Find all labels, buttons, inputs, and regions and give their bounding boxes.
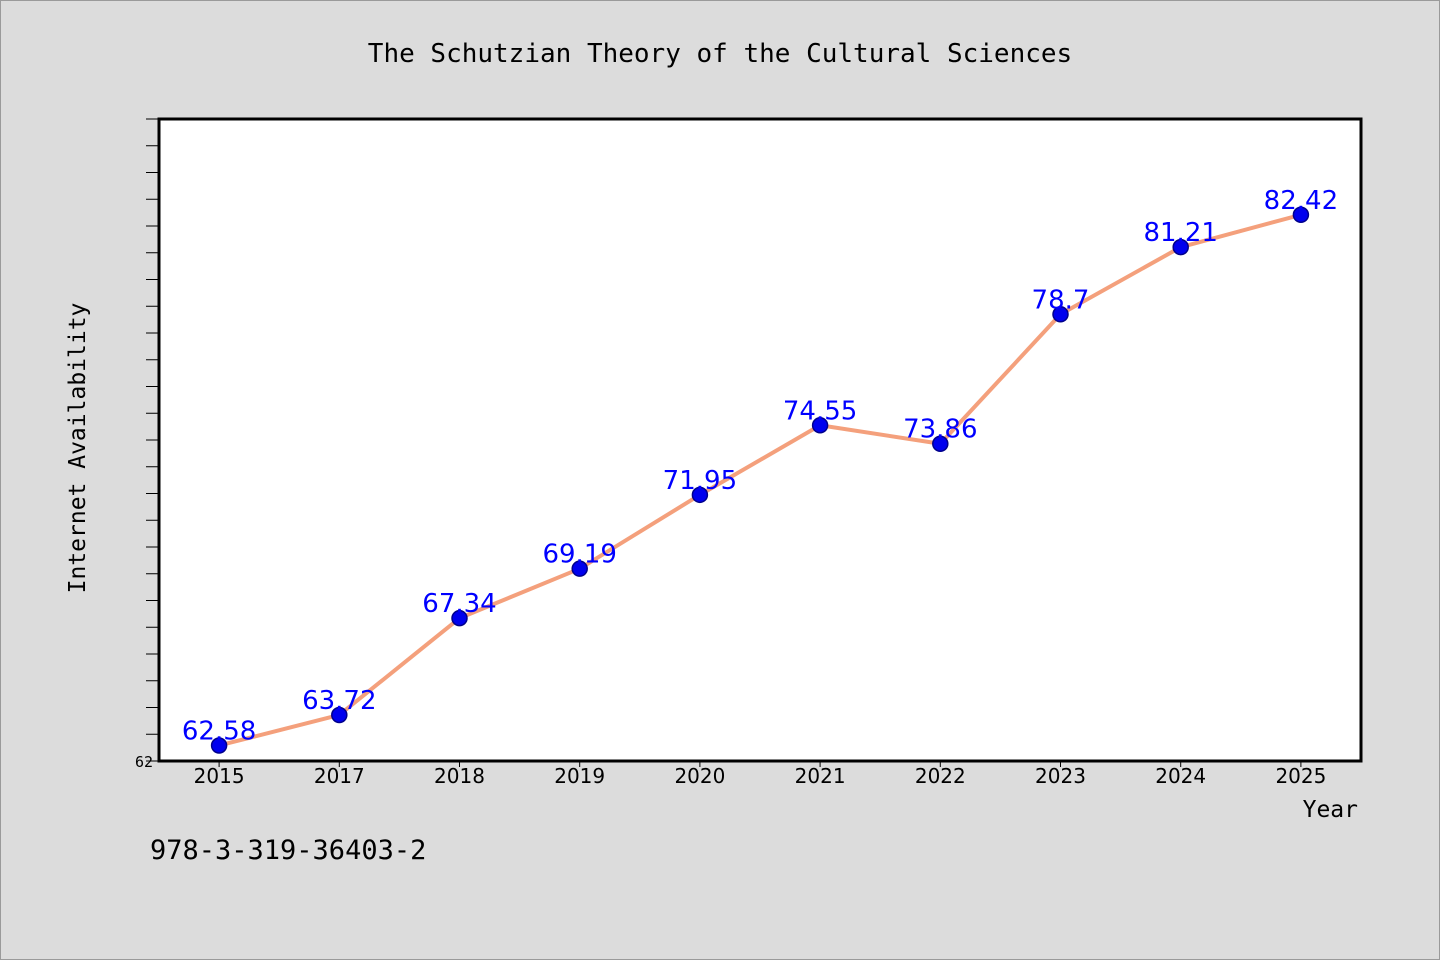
data-label: 62.58 <box>182 716 256 746</box>
x-tick-label: 2024 <box>1155 764 1206 788</box>
isbn-code: 978-3-319-36403-2 <box>150 835 427 866</box>
x-tick-label: 2019 <box>554 764 605 788</box>
x-axis-ticks: 2015 2017 2018 2019 2020 2021 2022 2023 2024 2025 <box>194 761 1326 788</box>
x-tick-label: 2025 <box>1275 764 1326 788</box>
plot-area <box>157 117 1363 763</box>
data-point <box>571 560 588 577</box>
x-tick-label: 2017 <box>314 764 365 788</box>
data-label: 71.95 <box>663 466 737 496</box>
y-tick-label: 62 <box>135 753 153 771</box>
data-label: 82.42 <box>1264 186 1338 216</box>
data-label: 67.34 <box>422 589 496 619</box>
x-tick-label: 2015 <box>194 764 245 788</box>
data-label: 73.86 <box>903 415 977 445</box>
y-axis-label: Internet Availability <box>65 303 91 594</box>
data-point <box>1172 238 1189 256</box>
data-point <box>811 417 829 434</box>
x-tick-label: 2023 <box>1035 764 1086 788</box>
data-point <box>932 435 949 452</box>
y-axis-ticks: 62 <box>135 118 159 771</box>
data-point <box>451 609 468 627</box>
series-layer: 62.58 63.72 67.34 69.19 71.95 74.55 73.86 78.7 8… <box>182 186 1338 754</box>
data-point <box>331 706 348 724</box>
x-axis-label: Year <box>1303 797 1358 823</box>
x-tick-label: 2021 <box>795 764 846 788</box>
series-line <box>217 212 1303 748</box>
data-label: 63.72 <box>302 686 376 716</box>
data-point <box>210 737 228 754</box>
data-point <box>1292 206 1310 224</box>
data-label: 78.7 <box>1032 285 1090 315</box>
x-tick-label: 2020 <box>674 764 725 788</box>
data-label: 74.55 <box>783 396 857 426</box>
data-label: 69.19 <box>542 540 616 570</box>
data-point <box>691 486 709 504</box>
data-label: 81.21 <box>1143 218 1217 248</box>
x-tick-label: 2022 <box>915 764 966 788</box>
x-tick-label: 2018 <box>434 764 485 788</box>
data-point <box>1052 306 1069 323</box>
chart-title: The Schutzian Theory of the Cultural Sci… <box>368 39 1072 69</box>
